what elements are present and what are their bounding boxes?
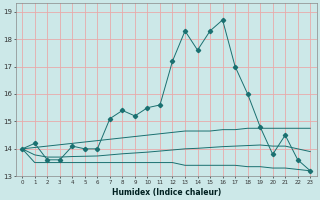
X-axis label: Humidex (Indice chaleur): Humidex (Indice chaleur) xyxy=(112,188,221,197)
